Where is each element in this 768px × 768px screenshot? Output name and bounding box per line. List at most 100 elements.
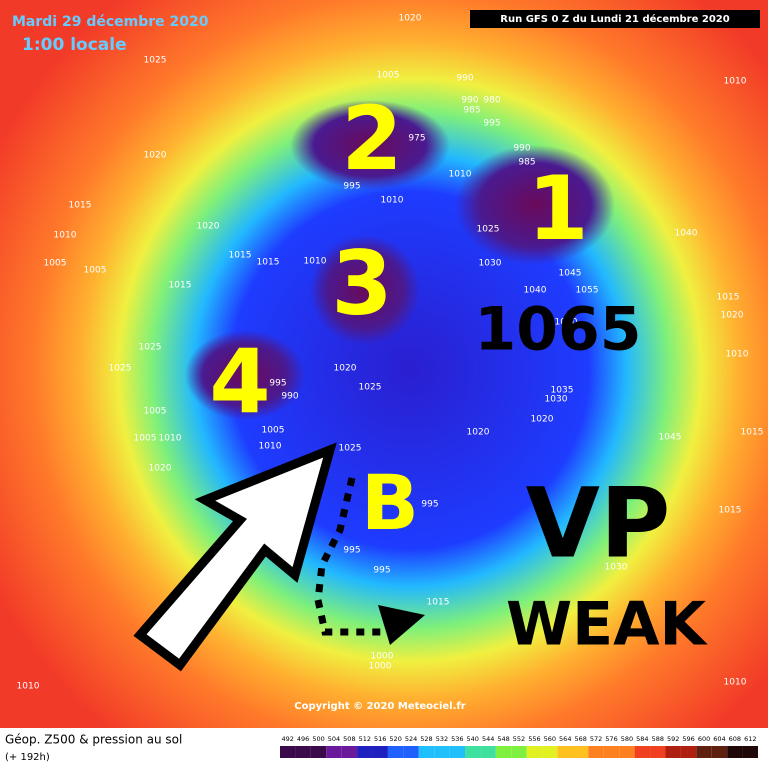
isobar-label: 1005: [144, 407, 167, 417]
isobar-label: 1020: [399, 14, 422, 24]
isobar-label: 995: [373, 566, 390, 576]
scale-swatch: [619, 746, 635, 758]
isobar-label: 1030: [605, 563, 628, 573]
scale-swatch: [341, 746, 358, 758]
isobar-label: 995: [421, 500, 438, 510]
arrow-head: [378, 605, 425, 645]
isobar-label: 1015: [719, 506, 742, 516]
isobar-label: 1010: [54, 231, 77, 241]
isobar-label: 995: [343, 546, 360, 556]
scale-label: 540: [467, 735, 479, 743]
isobar-label: 1015: [229, 251, 252, 261]
isobar-label: 1025: [359, 383, 382, 393]
isobar-label: 995: [269, 379, 286, 389]
isobar-label: 985: [463, 106, 480, 116]
isobar-label: 1000: [369, 662, 392, 672]
scale-swatch: [357, 746, 373, 758]
scale-label: 560: [544, 735, 556, 743]
isobar-label: 1005: [44, 259, 67, 269]
scale-label: 588: [652, 735, 664, 743]
low-area: [455, 145, 615, 265]
scale-label: 568: [574, 735, 586, 743]
scale-swatch: [326, 746, 342, 758]
b-label: B: [361, 458, 419, 547]
isobar-label: 990: [513, 144, 530, 154]
scale-label: 584: [636, 735, 648, 743]
vortex-label: 4: [209, 330, 270, 433]
isobar-label: 1015: [69, 201, 92, 211]
scale-label: 500: [312, 735, 324, 743]
isobar-label: 985: [518, 158, 535, 168]
isobar-label: 1005: [84, 266, 107, 276]
isobar-label: 990: [456, 74, 473, 84]
isobar-label: 1030: [479, 259, 502, 269]
scale-swatch: [603, 746, 620, 758]
isobar-label: 990: [281, 392, 298, 402]
scale-label: 548: [497, 735, 509, 743]
scale-swatch: [403, 746, 419, 758]
isobar-label: 1025: [109, 364, 132, 374]
scale-label: 604: [713, 735, 725, 743]
isobar-label: 990: [461, 96, 478, 106]
isobar-labels: 1020 1025 1020 1015 1010 1005 1005 1015 1025 1025…: [17, 14, 764, 692]
scale-label: 492: [281, 735, 293, 743]
isobar-label: 1030: [545, 395, 568, 405]
isobar-label: 1005: [262, 426, 285, 436]
isobar-label: 1005: [134, 434, 157, 444]
low-area: [290, 100, 450, 190]
scale-label: 596: [682, 735, 694, 743]
isobar-label: 1010: [449, 170, 472, 180]
scale-swatch: [650, 746, 666, 758]
scale-swatch: [727, 746, 743, 758]
scale-swatch: [680, 746, 697, 758]
scale-swatch: [542, 746, 558, 758]
scale-label: 528: [420, 735, 432, 743]
scale-swatch: [665, 746, 681, 758]
isobar-label: 1040: [675, 229, 698, 239]
isobar-label: 1055: [576, 286, 599, 296]
isobar-label: 1015: [257, 258, 280, 268]
scale-swatch: [572, 746, 589, 758]
low-area: [310, 235, 420, 345]
pressure-high-label: 1065: [475, 295, 642, 365]
color-scale: 492 496 500 504 508 512 516 520 524 528 532 536 540 5…: [280, 735, 758, 758]
scale-swatch: [526, 746, 543, 758]
scale-swatch: [387, 746, 404, 758]
scale-swatch: [711, 746, 728, 758]
low-area: [185, 330, 305, 420]
scale-swatch: [480, 746, 496, 758]
scale-label: 512: [359, 735, 371, 743]
isobar-label: 1035: [551, 386, 574, 396]
isobar-label: 1025: [144, 56, 167, 66]
date-label: Mardi 29 décembre 2020: [12, 14, 209, 30]
isobar-label: 1020: [721, 311, 744, 321]
scale-label: 592: [667, 735, 679, 743]
scale-swatch: [295, 746, 311, 758]
scale-swatch: [418, 746, 435, 758]
vortex-label: 3: [331, 232, 392, 335]
scale-swatch: [557, 746, 573, 758]
scale-swatch: [495, 746, 512, 758]
isobar-label: 1045: [659, 433, 682, 443]
scale-label: 536: [451, 735, 463, 743]
isobar-label: 1020: [531, 415, 554, 425]
time-label: 1:00 locale: [22, 35, 127, 55]
isobar-label: 1025: [339, 444, 362, 454]
scale-label: 524: [405, 735, 417, 743]
scale-swatch: [372, 746, 388, 758]
scale-swatch: [634, 746, 651, 758]
isobar-label: 1010: [726, 350, 749, 360]
isobar-label: 1000: [371, 652, 394, 662]
scale-swatch: [588, 746, 604, 758]
footer-title: Géop. Z500 & pression au sol: [5, 733, 182, 747]
isobar-label: 995: [483, 119, 500, 129]
scale-label: 504: [328, 735, 340, 743]
vortex-label: 2: [341, 87, 402, 190]
scale-label: 516: [374, 735, 386, 743]
isobar-label: 1010: [304, 257, 327, 267]
isobar-label: 1010: [17, 682, 40, 692]
scale-label: 572: [590, 735, 602, 743]
isobar-label: 1060: [555, 318, 578, 328]
